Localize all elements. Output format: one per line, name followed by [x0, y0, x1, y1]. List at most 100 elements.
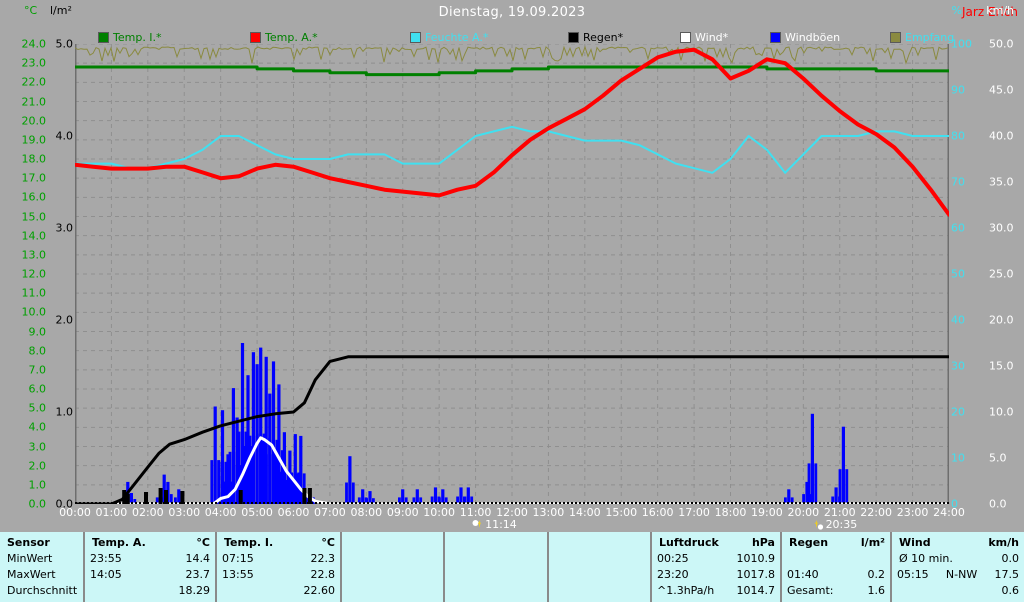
time-tick: 24:00: [933, 506, 965, 519]
axis-tick: 5.0: [28, 401, 47, 415]
time-tick: 18:00: [714, 506, 747, 519]
page-title: Dienstag, 19.09.2023: [438, 5, 586, 20]
time-tick: 02:00: [131, 506, 164, 519]
axis-tick: 9.0: [28, 325, 47, 338]
axis-tick: 3.0: [55, 221, 74, 235]
temp-a-min-value: 14.4: [185, 552, 211, 565]
axis-tick: 0.0: [989, 497, 1007, 511]
time-tick: 12:00: [496, 506, 528, 519]
axis-time-ticks: 00:00 01:00 02:00 03:00 04:00 05:00 06:00 07:00…: [0, 506, 1024, 522]
row-label-avg: Durchschnitt: [7, 584, 78, 597]
temp-i-avg-value: 22.60: [303, 584, 336, 597]
unit-label-wind: km/h: [986, 4, 1014, 17]
series-bars-rain-rate: [122, 488, 312, 504]
axis-tick: 19.0: [21, 133, 47, 147]
legend-swatch-icon: [250, 32, 261, 43]
table-column-wind: Wind km/h Ø 10 min. 0.0 05:15 N-NW 17.5 0.6: [892, 532, 1024, 602]
axis-tick: 60: [951, 221, 965, 235]
temp-a-avg-time: [90, 583, 94, 599]
time-tick: 17:00: [678, 506, 710, 519]
axis-tick: 1.0: [28, 478, 47, 492]
axis-tick: 5.0: [989, 451, 1007, 465]
axis-tick: 70: [951, 175, 965, 189]
legend-swatch-icon: [98, 32, 109, 43]
axis-tick: 23.0: [21, 56, 47, 70]
sunset-marker: 20:35: [813, 518, 857, 531]
axis-tick: 7.0: [28, 363, 47, 377]
legend-swatch-icon: [680, 32, 691, 43]
legend-item-temp-a[interactable]: Temp. A.*: [250, 31, 318, 44]
wind-avg10-value: 0.0: [1001, 552, 1019, 565]
time-tick: 05:00: [241, 506, 273, 519]
legend-item-wind[interactable]: Wind*: [680, 31, 728, 44]
rain-total-value: 1.6: [867, 584, 885, 597]
axis-tick: 12.0: [21, 267, 47, 281]
axis-tick: 0: [951, 497, 958, 511]
station-name: Jarz Erich: [962, 5, 1018, 19]
axis-tick: 30: [951, 359, 965, 373]
axis-tick: 15.0: [21, 210, 47, 223]
legend-label: Empfang: [905, 31, 955, 44]
axis-tick: 0.0: [28, 497, 47, 511]
axis-tick: 40.0: [989, 129, 1014, 143]
table-column-empty-3: [549, 532, 652, 602]
pressure-max-value: 1017.8: [736, 568, 775, 581]
chart-plot-area[interactable]: [75, 44, 949, 504]
temp-a-max-value: 23.7: [185, 568, 211, 581]
axis-tick: 5.0: [55, 37, 74, 51]
axis-tick: 40: [951, 313, 965, 327]
time-tick: 07:00: [314, 506, 346, 519]
time-tick: 00:00: [59, 506, 91, 519]
axis-tick: 8.0: [28, 344, 47, 358]
axis-tick: 80: [951, 129, 965, 143]
axis-tick: 16.0: [21, 190, 47, 204]
temp-a-max-time: 14:05: [90, 568, 122, 581]
axis-tick: 3.0: [28, 440, 47, 453]
legend-item-temp-i[interactable]: Temp. I.*: [98, 31, 162, 44]
time-tick: 14:00: [568, 506, 601, 519]
axis-tick: 15.0: [989, 359, 1014, 373]
unit-label-temperature: °C: [24, 4, 38, 17]
legend-label: Feuchte A.*: [425, 31, 489, 44]
legend-item-regen[interactable]: Regen*: [568, 31, 623, 44]
unit-label-humidity: %: [951, 4, 962, 17]
column-header-temp-a: Temp. A.: [92, 536, 146, 549]
legend-label: Windböen: [785, 31, 841, 44]
rain-max-value: 0.2: [867, 568, 885, 581]
axis-tick: 20.0: [989, 313, 1014, 327]
row-label-min: MinWert: [7, 552, 53, 565]
series-line-empfang: [75, 45, 949, 65]
time-tick: 04:00: [204, 506, 237, 519]
axis-tick: 50: [951, 267, 965, 281]
axis-tick: 1.0: [55, 405, 74, 419]
legend-label: Temp. A.*: [265, 31, 318, 44]
row-label-max: MaxWert: [7, 568, 56, 581]
pressure-min-value: 1010.9: [736, 552, 775, 565]
temp-i-min-value: 22.3: [310, 552, 336, 565]
axis-tick: 10: [951, 451, 965, 465]
legend-swatch-icon: [410, 32, 421, 43]
time-tick: 13:00: [532, 506, 565, 519]
table-column-temp-i: Temp. I. °C 07:15 22.3 13:55 22.8 22.60: [217, 532, 342, 602]
axis-tick: 20.0: [21, 114, 47, 128]
time-tick: 08:00: [350, 506, 383, 519]
temp-a-min-time: 23:55: [90, 552, 122, 565]
axis-tick: 14.0: [21, 229, 47, 243]
time-tick: 09:00: [386, 506, 419, 519]
axis-tick: 4.0: [28, 420, 47, 434]
series-line-temp-indoor: [75, 65, 949, 77]
time-tick: 01:00: [95, 506, 128, 519]
legend-item-feuchte-a[interactable]: Feuchte A.*: [410, 31, 488, 44]
axis-tick: 2.0: [55, 313, 74, 327]
time-tick: 21:00: [823, 506, 856, 519]
axis-tick: 21.0: [21, 95, 47, 108]
temp-i-max-time: 13:55: [222, 568, 254, 581]
temp-i-avg-time: [222, 583, 226, 599]
time-tick: 19:00: [751, 506, 783, 519]
table-column-empty-2: [445, 532, 549, 602]
legend-item-empfang[interactable]: Empfang: [890, 31, 954, 44]
legend-item-windb-en[interactable]: Windböen: [770, 31, 840, 44]
time-tick: 16:00: [641, 506, 674, 519]
axis-tick: 11.0: [21, 286, 47, 300]
